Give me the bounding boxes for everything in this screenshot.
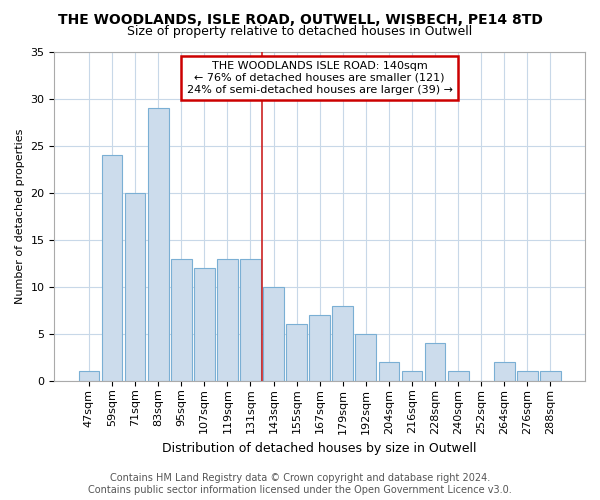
Bar	[401, 372, 422, 381]
Text: Size of property relative to detached houses in Outwell: Size of property relative to detached ho…	[127, 25, 473, 38]
Bar	[240, 258, 261, 381]
Bar	[286, 324, 307, 381]
Bar	[332, 306, 353, 381]
X-axis label: Distribution of detached houses by size in Outwell: Distribution of detached houses by size …	[163, 442, 477, 455]
Text: THE WOODLANDS ISLE ROAD: 140sqm
← 76% of detached houses are smaller (121)
24% o: THE WOODLANDS ISLE ROAD: 140sqm ← 76% of…	[187, 62, 453, 94]
Bar	[79, 372, 99, 381]
Bar	[448, 372, 469, 381]
Bar	[217, 258, 238, 381]
Bar	[540, 372, 561, 381]
Bar	[310, 315, 330, 381]
Bar	[355, 334, 376, 381]
Bar	[171, 258, 191, 381]
Bar	[379, 362, 400, 381]
Bar	[101, 155, 122, 381]
Y-axis label: Number of detached properties: Number of detached properties	[15, 128, 25, 304]
Bar	[494, 362, 515, 381]
Bar	[263, 287, 284, 381]
Text: THE WOODLANDS, ISLE ROAD, OUTWELL, WISBECH, PE14 8TD: THE WOODLANDS, ISLE ROAD, OUTWELL, WISBE…	[58, 12, 542, 26]
Bar	[425, 344, 445, 381]
Bar	[517, 372, 538, 381]
Text: Contains HM Land Registry data © Crown copyright and database right 2024.
Contai: Contains HM Land Registry data © Crown c…	[88, 474, 512, 495]
Bar	[194, 268, 215, 381]
Bar	[125, 192, 145, 381]
Bar	[148, 108, 169, 381]
